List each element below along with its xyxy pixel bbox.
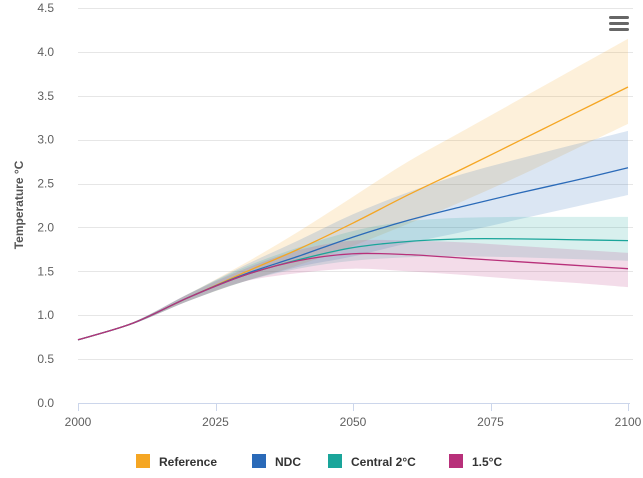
legend-label: Reference — [159, 455, 217, 469]
y-tick-label: 3.5 — [37, 89, 54, 103]
x-tick-label: 2025 — [202, 415, 229, 429]
legend-label: NDC — [275, 455, 301, 469]
series-lines — [77, 86, 629, 341]
hamburger-menu-icon[interactable] — [607, 13, 631, 33]
x-tick-label: 2100 — [615, 415, 642, 429]
y-axis-title: Temperature °C — [12, 160, 26, 249]
y-tick-label: 4.5 — [37, 1, 54, 15]
y-tick-label: 3.0 — [37, 133, 54, 147]
y-tick-label: 2.0 — [37, 220, 54, 234]
line-1-5-c — [77, 252, 629, 341]
band-central-2-c — [78, 216, 628, 340]
x-tick-label: 2075 — [477, 415, 504, 429]
legend-swatch — [449, 454, 463, 468]
legend-swatch — [136, 454, 150, 468]
legend-label: 1.5°C — [472, 455, 502, 469]
band-ndc — [78, 130, 628, 340]
legend-item-central-2-c[interactable]: Central 2°C — [328, 454, 416, 469]
y-tick-label: 1.0 — [37, 308, 54, 322]
band-1-5-c — [78, 239, 628, 340]
legend-item-ndc[interactable]: NDC — [252, 454, 301, 469]
legend-item-1-5-c[interactable]: 1.5°C — [449, 454, 502, 469]
y-tick-label: 2.5 — [37, 177, 54, 191]
x-tick-label: 2050 — [340, 415, 367, 429]
y-tick-label: 1.5 — [37, 264, 54, 278]
x-axis-tick-labels: 2000 2025 2050 2075 2100 — [65, 403, 642, 429]
legend-swatch — [252, 454, 266, 468]
y-tick-label: 4.0 — [37, 45, 54, 59]
legend-swatch — [328, 454, 342, 468]
y-tick-label: 0.5 — [37, 352, 54, 366]
y-axis-tick-labels: 0.0 0.5 1.0 1.5 2.0 2.5 3.0 3.5 4.0 4.5 — [37, 1, 54, 410]
gridlines — [78, 8, 633, 360]
legend: Reference NDC Central 2°C 1.5°C — [136, 454, 502, 469]
x-tick-label: 2000 — [65, 415, 92, 429]
legend-item-reference[interactable]: Reference — [136, 454, 217, 469]
y-tick-label: 0.0 — [37, 396, 54, 410]
legend-label: Central 2°C — [351, 455, 416, 469]
uncertainty-bands — [78, 38, 628, 340]
